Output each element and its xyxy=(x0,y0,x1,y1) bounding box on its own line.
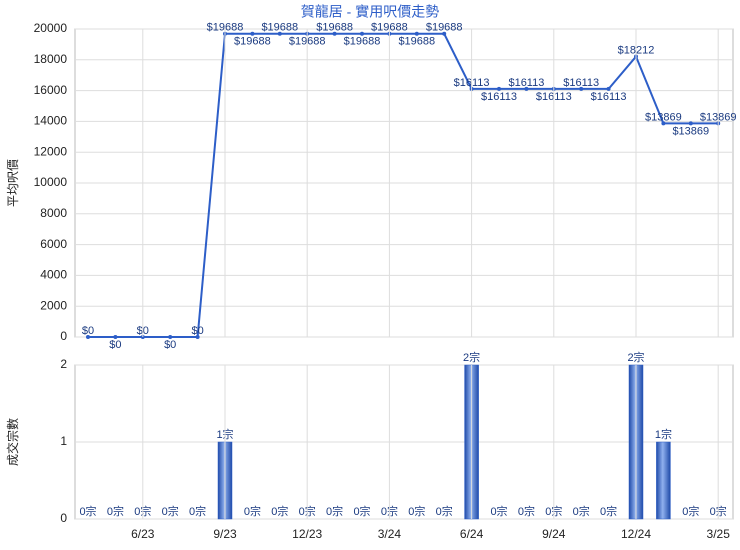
value-label: $13869 xyxy=(672,125,709,137)
value-label: 1宗 xyxy=(655,427,672,441)
value-label: $19688 xyxy=(344,36,381,48)
chart-title: 賀龍居 - 實用呎價走勢 xyxy=(301,4,439,20)
line xyxy=(88,32,719,338)
y-tick-label: 0 xyxy=(60,511,67,525)
value-label: $19688 xyxy=(261,22,298,34)
value-label: 0宗 xyxy=(107,504,124,518)
y-tick-label: 8000 xyxy=(40,206,67,220)
y-axis-label: 成交宗數 xyxy=(5,418,20,466)
y-tick-label: 16000 xyxy=(34,83,68,97)
value-label: $16113 xyxy=(481,91,517,103)
value-label: $19688 xyxy=(316,22,353,34)
y-tick-label: 12000 xyxy=(34,144,68,158)
point xyxy=(524,86,529,91)
point xyxy=(497,86,501,91)
point xyxy=(442,31,447,36)
value-label: $16113 xyxy=(591,91,627,103)
y-axis-label: 平均呎價 xyxy=(6,159,20,207)
value-label: 0宗 xyxy=(518,504,535,518)
value-label: 0宗 xyxy=(600,504,617,518)
y-tick-label: 1 xyxy=(60,434,67,448)
point xyxy=(332,31,337,36)
point xyxy=(168,335,173,339)
value-label: $0 xyxy=(109,339,121,351)
point xyxy=(86,335,90,339)
point xyxy=(688,121,693,126)
point xyxy=(250,31,255,36)
y-tick-label: 2 xyxy=(60,357,67,371)
value-label: 0宗 xyxy=(353,504,370,518)
value-label: $19688 xyxy=(371,22,408,34)
y-tick-label: 18000 xyxy=(34,52,68,66)
x-tick-label: 3/24 xyxy=(378,527,402,541)
point xyxy=(606,86,611,91)
point xyxy=(195,335,200,339)
value-label: 0宗 xyxy=(244,504,261,518)
value-label: 0宗 xyxy=(682,504,699,518)
y-tick-label: 6000 xyxy=(40,237,67,251)
y-tick-label: 10000 xyxy=(34,175,68,189)
value-label: 0宗 xyxy=(408,504,425,518)
y-tick-label: 0 xyxy=(60,329,67,343)
value-label: $0 xyxy=(82,325,94,337)
point xyxy=(277,31,282,36)
point xyxy=(360,31,364,36)
y-tick-label: 4000 xyxy=(40,268,67,282)
value-label: $13869 xyxy=(645,111,682,123)
x-tick-label: 9/24 xyxy=(542,527,566,541)
value-label: $19688 xyxy=(234,36,271,48)
point xyxy=(661,121,666,126)
x-tick-label: 12/24 xyxy=(621,527,651,541)
value-label: $19688 xyxy=(398,36,435,48)
point xyxy=(113,335,118,339)
value-label: 0宗 xyxy=(490,504,507,518)
value-label: 0宗 xyxy=(271,504,288,518)
x-tick-label: 9/23 xyxy=(213,527,237,541)
value-label: 0宗 xyxy=(162,504,179,518)
value-label: 0宗 xyxy=(573,504,590,518)
value-label: $19688 xyxy=(207,22,244,34)
value-label: 0宗 xyxy=(436,504,453,518)
value-label: $16113 xyxy=(508,77,544,89)
y-tick-label: 14000 xyxy=(34,114,68,128)
x-tick-label: 3/25 xyxy=(707,527,731,541)
value-label: 0宗 xyxy=(326,504,343,518)
y-tick-label: 20000 xyxy=(34,21,68,35)
value-label: 0宗 xyxy=(79,504,96,518)
x-tick-label: 6/24 xyxy=(460,527,484,541)
bar xyxy=(656,441,671,520)
value-label: 2宗 xyxy=(627,350,644,364)
value-label: 0宗 xyxy=(189,504,206,518)
value-label: $0 xyxy=(191,325,203,337)
x-tick-label: 6/23 xyxy=(131,527,155,541)
y-tick-label: 2000 xyxy=(40,298,67,312)
value-label: $16113 xyxy=(563,77,599,89)
point xyxy=(414,31,419,36)
value-label: $19688 xyxy=(426,22,463,34)
value-label: 2宗 xyxy=(463,350,480,364)
x-tick-label: 12/23 xyxy=(292,527,322,541)
value-label: $0 xyxy=(164,339,176,351)
point xyxy=(579,86,584,91)
